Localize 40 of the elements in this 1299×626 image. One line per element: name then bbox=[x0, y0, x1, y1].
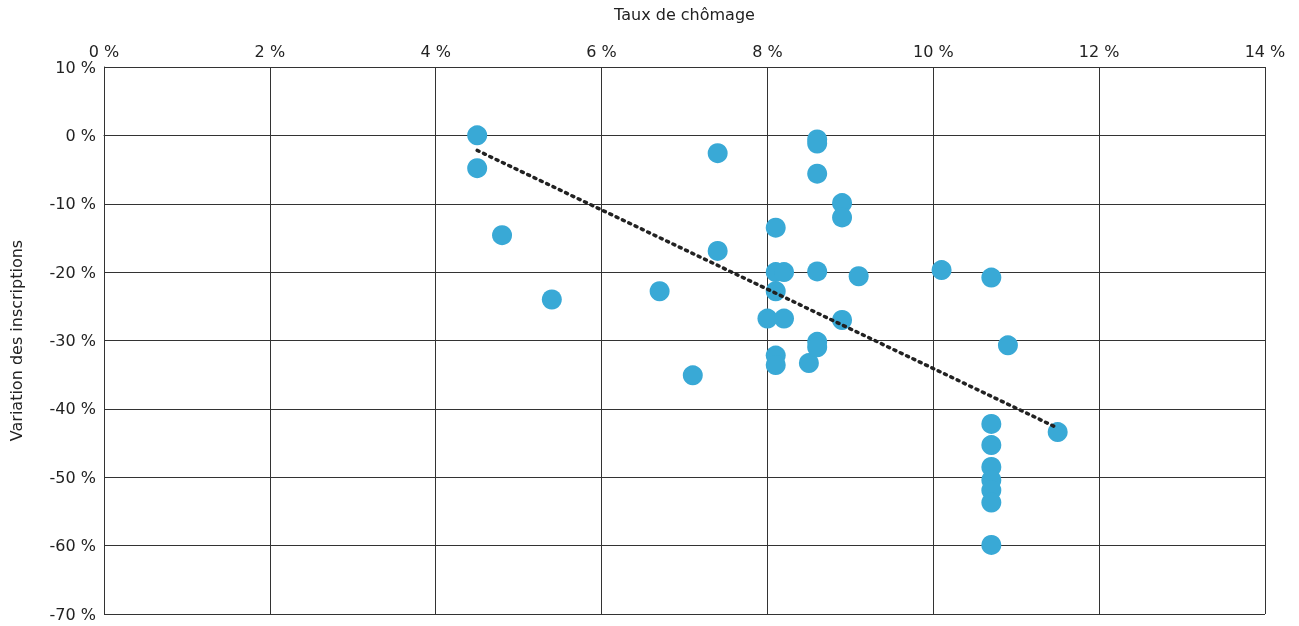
point bbox=[798, 353, 819, 374]
point bbox=[807, 261, 828, 282]
x-tick-label: 14 % bbox=[1244, 41, 1286, 61]
x-axis-title: Taux de chômage bbox=[613, 4, 755, 24]
x-tick-label: 10 % bbox=[912, 41, 954, 61]
point bbox=[981, 534, 1002, 555]
x-tick-label: 8 % bbox=[752, 41, 783, 61]
point bbox=[649, 281, 670, 302]
x-tick-label: 12 % bbox=[1078, 41, 1120, 61]
point bbox=[981, 267, 1002, 288]
point bbox=[832, 207, 853, 228]
x-tick-label: 4 % bbox=[420, 41, 451, 61]
point bbox=[981, 413, 1002, 434]
point bbox=[682, 365, 703, 386]
point bbox=[707, 143, 728, 164]
point bbox=[981, 435, 1002, 456]
y-tick-label: 0 % bbox=[65, 125, 96, 145]
point bbox=[492, 225, 513, 246]
y-tick-label: -60 % bbox=[49, 536, 96, 556]
point bbox=[774, 308, 795, 329]
point bbox=[848, 266, 869, 287]
point bbox=[707, 240, 728, 261]
point bbox=[541, 289, 562, 310]
y-tick-label: -40 % bbox=[49, 399, 96, 419]
point bbox=[997, 335, 1018, 356]
point bbox=[765, 217, 786, 238]
point bbox=[807, 163, 828, 184]
y-tick-label: -20 % bbox=[49, 262, 96, 282]
point bbox=[931, 260, 952, 281]
y-tick-label: -50 % bbox=[49, 467, 96, 487]
y-tick-label: -30 % bbox=[49, 331, 96, 350]
y-tick-label: -10 % bbox=[49, 194, 96, 214]
point bbox=[467, 125, 488, 146]
point bbox=[1047, 422, 1068, 443]
point bbox=[467, 158, 488, 179]
y-axis-title: Variation des inscriptions bbox=[6, 239, 26, 442]
y-tick-label: -70 % bbox=[49, 604, 96, 624]
x-tick-label: 2 % bbox=[254, 41, 286, 61]
x-tick-label: 6 % bbox=[586, 41, 617, 61]
point bbox=[757, 308, 778, 329]
